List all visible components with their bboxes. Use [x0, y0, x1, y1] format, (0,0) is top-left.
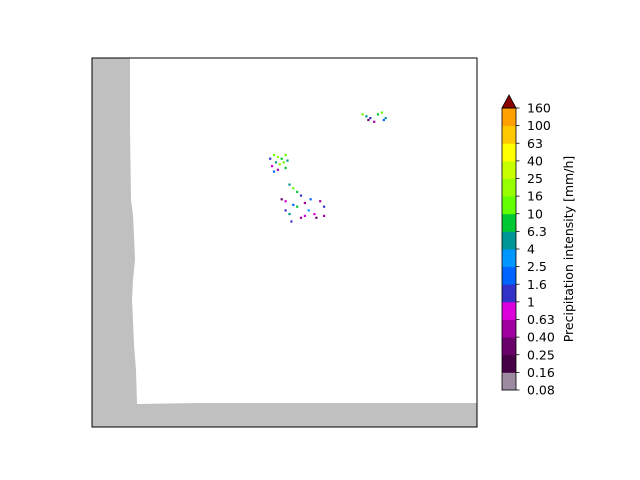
colorbar-segment — [502, 178, 516, 197]
colorbar-segment — [502, 108, 516, 127]
precip-pixel — [276, 155, 279, 158]
precip-pixel — [361, 113, 364, 116]
precip-pixel — [373, 120, 376, 123]
colorbar-segment — [502, 231, 516, 250]
precip-pixel — [280, 198, 283, 201]
precip-pixel — [319, 200, 322, 203]
precip-pixel — [299, 194, 303, 197]
map-panel — [91, 57, 478, 428]
precip-pixel — [307, 209, 310, 212]
colorbar-segment — [502, 125, 516, 144]
colorbar-segment — [502, 143, 516, 162]
precip-pixel — [365, 115, 368, 118]
precip-pixel — [384, 117, 387, 120]
precip-pixel — [288, 213, 291, 216]
colorbar-ticks: 0.08 0.16 0.25 0.40 0.63 1 1.6 2.5 4 6.3 10 16 25 40 6… — [516, 101, 555, 398]
precip-pixel — [284, 153, 287, 157]
precip-pixel — [271, 165, 274, 168]
colorbar-segment — [502, 354, 516, 373]
colorbar-segment — [502, 160, 516, 179]
colorbar-segments — [502, 108, 516, 391]
precip-pixel — [288, 183, 291, 186]
colorbar-tick-label: 0.63 — [527, 312, 555, 327]
colorbar-tick-label: 1.6 — [527, 277, 547, 292]
precip-pixel — [284, 166, 287, 170]
precip-pixel — [272, 153, 276, 157]
colorbar: 0.08 0.16 0.25 0.40 0.63 1 1.6 2.5 4 6.3 10 16 25 40 6… — [501, 94, 576, 398]
precip-pixel — [284, 200, 287, 203]
map-frame — [91, 57, 478, 428]
colorbar-segment — [502, 301, 516, 320]
colorbar-segment — [502, 284, 516, 303]
colorbar-tick-label: 0.08 — [527, 383, 555, 398]
precipitation-layer — [269, 111, 387, 223]
colorbar-tick-label: 63 — [527, 136, 543, 151]
precip-pixel — [367, 118, 370, 122]
colorbar-tick-label: 1 — [527, 294, 535, 309]
precip-pixel — [303, 201, 306, 205]
colorbar-tick-label: 25 — [527, 171, 543, 186]
colorbar-tick-label: 100 — [527, 118, 551, 133]
colorbar-tick-label: 16 — [527, 189, 543, 204]
precip-pixel — [282, 161, 285, 164]
precip-pixel — [272, 170, 276, 173]
precip-pixel — [274, 161, 278, 164]
nodata-region — [92, 58, 477, 427]
precip-pixel — [296, 205, 299, 208]
precip-pixel — [323, 214, 326, 217]
colorbar-tick-label: 0.16 — [527, 365, 555, 380]
precip-pixel — [296, 190, 299, 193]
colorbar-tick-label: 40 — [527, 153, 543, 168]
colorbar-tick-label: 6.3 — [527, 224, 547, 239]
precip-pixel — [315, 216, 318, 219]
precip-pixel — [309, 198, 312, 201]
colorbar-segment — [502, 213, 516, 232]
precip-pixel — [382, 118, 385, 122]
colorbar-extend-arrow — [501, 94, 517, 109]
precip-pixel — [269, 157, 272, 160]
precip-pixel — [286, 159, 289, 162]
precip-pixel — [292, 203, 295, 206]
colorbar-segment — [502, 337, 516, 356]
precip-pixel — [278, 163, 281, 166]
colorbar-tick-label: 0.25 — [527, 347, 555, 362]
precip-pixel — [380, 111, 383, 114]
precip-pixel — [292, 187, 295, 190]
precip-pixel — [323, 205, 326, 208]
precip-pixel — [313, 213, 316, 216]
colorbar-tick-label: 160 — [527, 101, 551, 116]
precip-pixel — [299, 216, 303, 219]
colorbar-segment — [502, 196, 516, 215]
colorbar-segment — [502, 266, 516, 285]
precip-pixel — [276, 168, 279, 171]
colorbar-tick-label: 0.40 — [527, 330, 555, 345]
precip-pixel — [376, 113, 380, 116]
precip-pixel — [280, 157, 283, 160]
colorbar-tick-label: 10 — [527, 206, 543, 221]
colorbar-label: Precipitation intensity [mm/h] — [561, 156, 576, 343]
colorbar-tick-label: 2.5 — [527, 259, 547, 274]
precip-pixel — [284, 209, 287, 212]
map-background — [92, 58, 477, 427]
colorbar-segment — [502, 249, 516, 268]
colorbar-tick-label: 4 — [527, 242, 535, 257]
precip-pixel — [369, 117, 372, 120]
precip-pixel — [303, 214, 306, 217]
colorbar-segment — [502, 319, 516, 338]
precip-pixel — [290, 220, 293, 223]
colorbar-segment — [502, 372, 516, 391]
